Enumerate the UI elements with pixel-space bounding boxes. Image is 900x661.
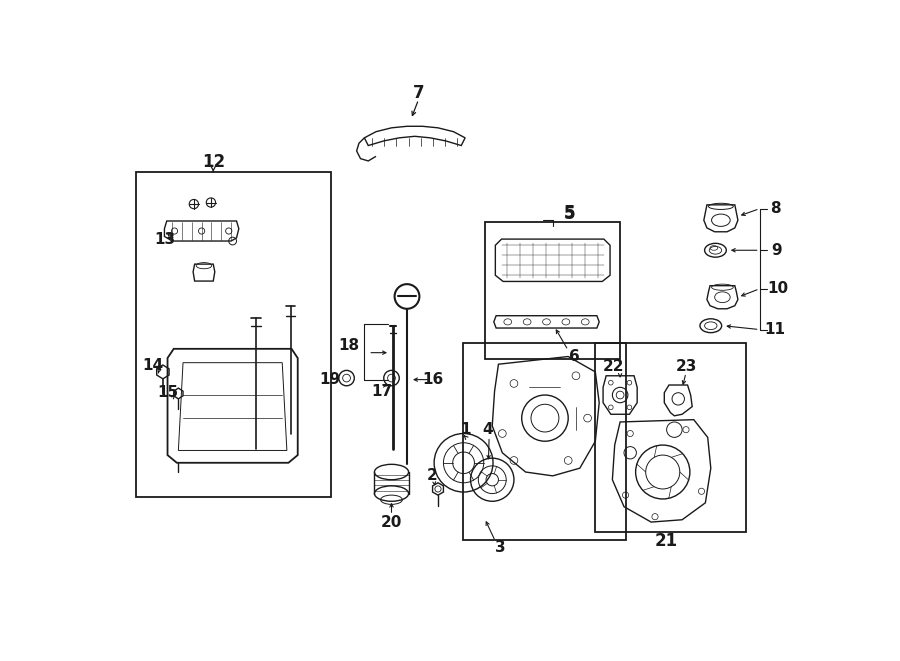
Text: 22: 22 bbox=[603, 359, 625, 374]
Text: 19: 19 bbox=[319, 372, 340, 387]
Text: 21: 21 bbox=[655, 532, 679, 551]
Text: 7: 7 bbox=[413, 84, 425, 102]
Text: 15: 15 bbox=[158, 385, 179, 400]
Text: 20: 20 bbox=[381, 514, 402, 529]
Text: 12: 12 bbox=[202, 153, 225, 171]
Bar bbox=[136, 172, 331, 496]
Text: 14: 14 bbox=[142, 358, 164, 373]
Bar bbox=[595, 344, 746, 532]
Text: 16: 16 bbox=[422, 372, 443, 387]
Text: 6: 6 bbox=[569, 349, 580, 364]
Text: 10: 10 bbox=[767, 282, 788, 296]
Text: 17: 17 bbox=[372, 383, 392, 399]
Text: 4: 4 bbox=[482, 422, 493, 437]
Text: 11: 11 bbox=[765, 322, 786, 337]
Text: 18: 18 bbox=[338, 338, 359, 353]
Text: 13: 13 bbox=[154, 232, 175, 247]
Bar bbox=[463, 344, 626, 540]
Text: 9: 9 bbox=[771, 243, 782, 258]
Text: 23: 23 bbox=[675, 359, 697, 374]
Text: 5: 5 bbox=[564, 204, 575, 222]
Text: 2: 2 bbox=[427, 469, 437, 483]
Text: 3: 3 bbox=[495, 540, 505, 555]
Text: 5: 5 bbox=[564, 205, 575, 223]
Bar bbox=[484, 222, 620, 359]
Text: 8: 8 bbox=[770, 201, 780, 216]
Text: 1: 1 bbox=[461, 422, 472, 437]
